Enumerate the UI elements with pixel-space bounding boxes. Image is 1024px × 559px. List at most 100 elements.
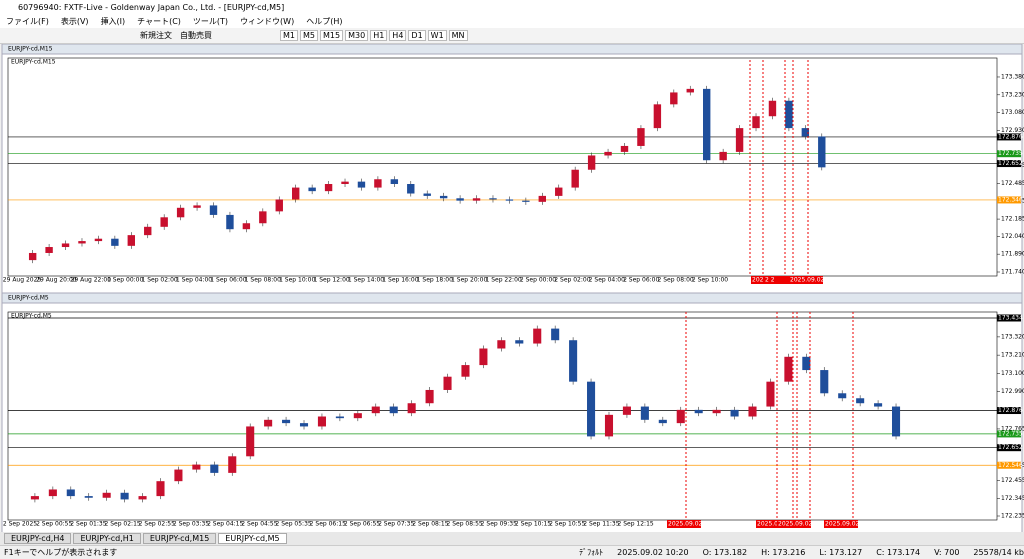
candle-body xyxy=(461,365,470,377)
period-button[interactable]: M15 xyxy=(320,30,344,41)
x-tick-label: 2 Sep 06:55 xyxy=(344,521,380,528)
candle-body xyxy=(30,496,39,500)
x-tick-label: 2 Sep 07:35 xyxy=(378,521,414,528)
period-button[interactable]: M1 xyxy=(280,30,298,41)
candle-body xyxy=(160,217,168,227)
period-button[interactable]: MN xyxy=(448,30,468,41)
candle-body xyxy=(246,426,255,457)
candle-body xyxy=(308,187,316,192)
menu-item[interactable]: チャート(C) xyxy=(137,16,181,26)
price-level-tag xyxy=(997,407,1021,415)
chart-tabs: EURJPY-cd,H4 EURJPY-cd,H1 EURJPY-cd,M15 EUR… xyxy=(0,532,1024,545)
candle-body xyxy=(820,370,829,394)
candle-body xyxy=(335,416,344,419)
candle-body xyxy=(228,456,237,473)
x-tick-label: 2 Sep 08:15 xyxy=(412,521,448,528)
volume: V: 700 xyxy=(934,548,960,557)
period-button[interactable]: W1 xyxy=(427,30,447,41)
window-title: 60796940: FXTF-Live - Goldenway Japan Co… xyxy=(18,2,285,12)
y-tick-label: 172.235 xyxy=(1001,513,1024,520)
x-tick-label: 1 Sep 22:00 xyxy=(485,277,521,284)
candle-body xyxy=(425,389,434,404)
chart-tab[interactable]: EURJPY-cd,H1 xyxy=(73,533,141,544)
menu-item[interactable]: 挿入(I) xyxy=(100,16,126,26)
candle-body xyxy=(640,406,649,420)
candle-body xyxy=(371,406,380,414)
x-tick-label: 29 Aug 20:00 xyxy=(36,277,77,284)
candle-body xyxy=(766,381,775,407)
x-tick-label: 2 Sep 12:15 xyxy=(617,521,653,528)
candle-body xyxy=(874,403,883,407)
y-tick-label: 172.765 xyxy=(1001,425,1024,432)
period-button[interactable]: M30 xyxy=(345,30,369,41)
x-tick-label: 1 Sep 12:00 xyxy=(313,277,349,284)
y-tick-label: 172.930 xyxy=(1001,127,1024,134)
candle-body xyxy=(259,211,267,224)
x-tick-label: 2 Sep 05:35 xyxy=(275,521,311,528)
candle-body xyxy=(694,409,703,414)
new-order-button[interactable]: 新規注文 xyxy=(140,31,172,40)
y-tick-label: 173.100 xyxy=(1001,370,1024,377)
candle-body xyxy=(752,116,760,129)
profile: ﾃﾞﾌｫﾙﾄ xyxy=(579,548,604,557)
high: H: 173.216 xyxy=(761,548,806,557)
candle-body xyxy=(357,181,366,188)
x-tick-label: 1 Sep 16:00 xyxy=(382,277,418,284)
auto-trade-button[interactable]: 自動売買 xyxy=(180,31,212,40)
candle-body xyxy=(374,179,382,188)
chart-tab[interactable]: EURJPY-cd,H4 xyxy=(4,533,72,544)
candle-body xyxy=(620,145,629,152)
y-tick-label: 173.380 xyxy=(1001,73,1024,80)
candle-body xyxy=(533,328,542,344)
x-tick-label: 1 Sep 02:00 xyxy=(141,277,177,284)
symbol-label: EURJPY-cd,M15 xyxy=(11,59,56,66)
event-label: 2025.0 xyxy=(757,521,778,528)
x-tick-label: 2 Sep 06:00 xyxy=(623,277,659,284)
period-button[interactable]: H4 xyxy=(389,30,407,41)
candle-body xyxy=(785,100,793,129)
candle-body xyxy=(587,381,596,437)
candle-body xyxy=(193,205,201,208)
event-label: 2025.09.02 15:00 xyxy=(778,521,832,528)
chart-area: EURJPY-cd,M15 EURJPY-cd,M15 173.380 173.230… xyxy=(1,44,1024,532)
candle-body xyxy=(407,403,416,414)
candle-body xyxy=(390,179,399,185)
candle-body xyxy=(353,413,362,419)
menu-bar: ファイル(F) 表示(V) 挿入(I) チャート(C) ツール(T) ウィンドウ(W) ヘル… xyxy=(0,14,1024,28)
candle-body xyxy=(324,184,333,192)
low: L: 173.127 xyxy=(819,548,863,557)
price-level-label: 173.434 xyxy=(998,314,1023,321)
candle-body xyxy=(423,193,431,196)
period-button[interactable]: H1 xyxy=(370,30,388,41)
chart-background xyxy=(1,53,1023,295)
candle-body xyxy=(192,464,201,470)
x-tick-label: 1 Sep 10:00 xyxy=(279,277,315,284)
candle-body xyxy=(571,169,579,188)
menu-item[interactable]: ウィンドウ(W) xyxy=(240,16,295,26)
x-tick-label: 2 Sep 03:35 xyxy=(173,521,209,528)
menu-item[interactable]: ファイル(F) xyxy=(6,16,49,26)
menu-item[interactable]: ヘルプ(H) xyxy=(306,16,343,26)
window-title: EURJPY-cd,M15 xyxy=(8,46,53,53)
x-tick-label: 2 Sep 04:55 xyxy=(241,521,277,528)
y-tick-label: 173.230 xyxy=(1001,91,1024,98)
price-level-label: 172.876 xyxy=(998,407,1023,414)
chart-tab[interactable]: EURJPY-cd,M5 xyxy=(218,533,287,544)
candle-body xyxy=(555,187,563,196)
price-level-tag xyxy=(997,444,1021,452)
menu-item[interactable]: 表示(V) xyxy=(60,16,89,26)
menu-item[interactable]: ツール(T) xyxy=(192,16,229,26)
candle-body xyxy=(127,235,135,246)
y-tick-label: 172.455 xyxy=(1001,477,1024,484)
candle-body xyxy=(341,181,349,185)
candle-body xyxy=(522,200,530,202)
price-level-label: 172.652 xyxy=(998,444,1023,451)
x-tick-label: 2 Sep 10:55 xyxy=(549,521,585,528)
period-button[interactable]: M5 xyxy=(300,30,318,41)
candle-body xyxy=(84,496,93,498)
price-level-label: 172.876 xyxy=(998,133,1023,140)
period-button[interactable]: D1 xyxy=(408,30,426,41)
candle-body xyxy=(658,419,667,424)
x-tick-label: 2 Sep 00:00 xyxy=(520,277,556,284)
chart-tab[interactable]: EURJPY-cd,M15 xyxy=(142,533,217,544)
